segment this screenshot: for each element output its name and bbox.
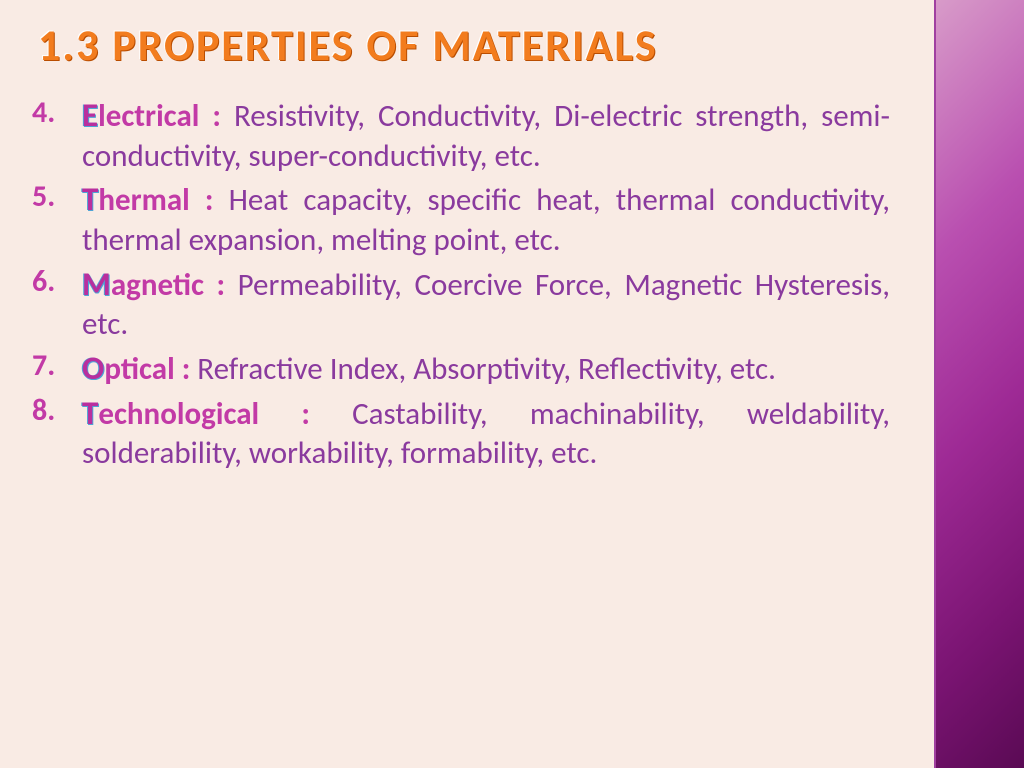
item-term: Thermal bbox=[82, 181, 190, 219]
item-number: 4. bbox=[32, 94, 55, 132]
item-term-cap: E bbox=[82, 95, 98, 135]
item-colon: : bbox=[259, 395, 352, 433]
item-colon: : bbox=[190, 181, 229, 219]
list-item: 6.Magnetic : Permeability, Coercive Forc… bbox=[30, 263, 890, 345]
item-colon: : bbox=[175, 350, 198, 388]
item-term-rest: hermal bbox=[98, 181, 189, 219]
item-term-rest: lectrical bbox=[98, 97, 199, 135]
item-term: Electrical bbox=[82, 97, 199, 135]
item-number: 5. bbox=[32, 178, 55, 216]
item-term-cap: T bbox=[82, 393, 98, 433]
item-number: 6. bbox=[32, 263, 55, 301]
slide-title: 1.3 PROPERTIES OF MATERIALS bbox=[30, 18, 890, 72]
item-term: Magnetic bbox=[82, 266, 204, 304]
item-term-cap: M bbox=[82, 264, 111, 304]
properties-list: 4.Electrical : Resistivity, Conductivity… bbox=[30, 94, 890, 474]
list-item: 7. Optical : Refractive Index, Absorptivi… bbox=[30, 347, 890, 390]
item-term-rest: ptical bbox=[104, 350, 174, 388]
item-term-rest: agnetic bbox=[111, 266, 204, 304]
item-colon: : bbox=[199, 97, 234, 135]
item-term: Optical bbox=[82, 350, 175, 388]
decorative-side-gradient bbox=[934, 0, 1024, 768]
list-item: 4.Electrical : Resistivity, Conductivity… bbox=[30, 94, 890, 176]
item-term-rest: echnological bbox=[98, 395, 259, 433]
item-number: 7. bbox=[32, 347, 55, 385]
slide-content: 1.3 PROPERTIES OF MATERIALS 4. Electrical… bbox=[0, 0, 920, 496]
list-item: 8.Technological : Castability, machinabi… bbox=[30, 392, 890, 474]
item-term-cap: O bbox=[82, 348, 104, 388]
item-body: Refractive Index, Absorptivity, Reflecti… bbox=[197, 350, 776, 388]
list-item: 5.Thermal : Heat capacity, specific heat… bbox=[30, 178, 890, 260]
item-term-cap: T bbox=[82, 179, 98, 219]
item-term: Technological bbox=[82, 395, 259, 433]
item-colon: : bbox=[204, 266, 238, 304]
item-number: 8. bbox=[32, 392, 55, 430]
